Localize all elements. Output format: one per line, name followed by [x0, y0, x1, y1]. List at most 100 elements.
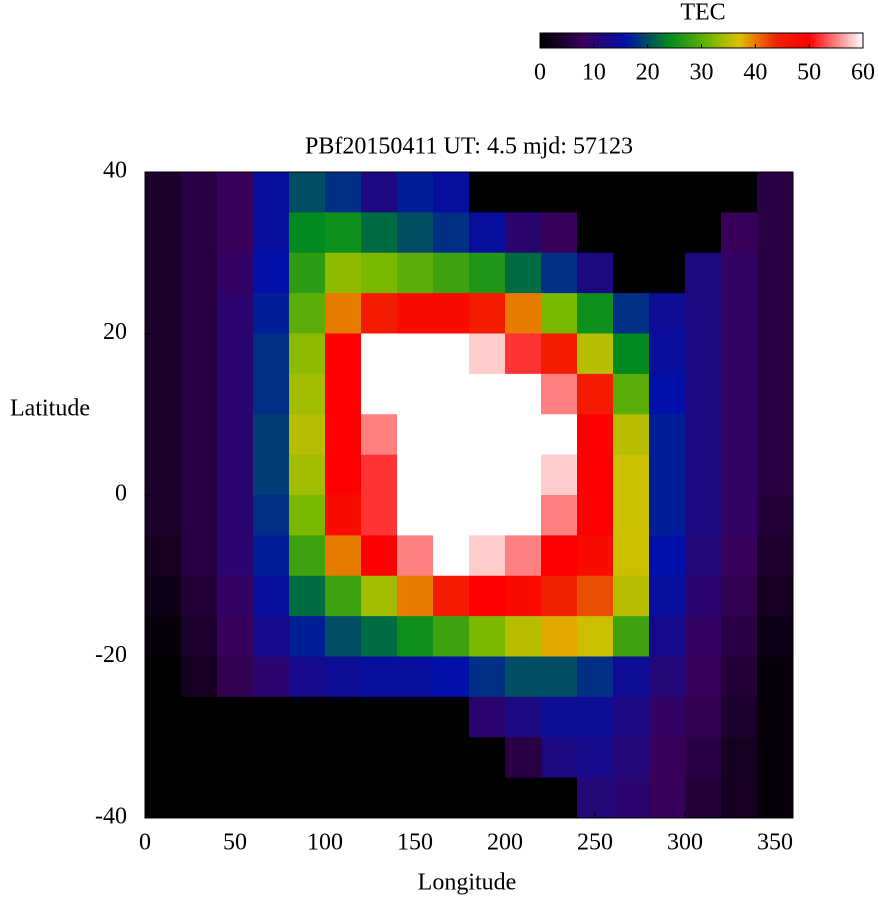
heat-cell: [721, 737, 758, 779]
heat-cell: [433, 293, 470, 334]
heat-cell: [433, 575, 470, 617]
heat-cell: [613, 293, 650, 334]
heat-cell: [217, 495, 254, 536]
heat-cell: [541, 293, 578, 334]
heat-cell: [649, 333, 686, 375]
heat-cell: [757, 373, 794, 415]
heat-cell: [253, 616, 290, 657]
heat-cell: [361, 696, 398, 738]
heat-cell: [469, 212, 506, 254]
heat-cell: [685, 172, 722, 213]
heat-cell: [685, 616, 722, 657]
heat-cell: [757, 616, 794, 657]
x-tick-label: 350: [757, 830, 793, 856]
heat-cell: [649, 696, 686, 738]
heat-cell: [505, 454, 542, 496]
heat-cell: [469, 373, 506, 415]
heat-cell: [217, 737, 254, 779]
heat-cell: [577, 535, 614, 577]
heat-cell: [505, 777, 542, 819]
heat-cell: [325, 535, 362, 577]
heat-cell: [289, 616, 326, 657]
heat-cell: [649, 212, 686, 254]
heat-cell: [721, 454, 758, 496]
y-tick-label: -40: [95, 804, 127, 830]
heat-cell: [397, 252, 434, 294]
heat-cell: [361, 373, 398, 415]
heat-cell: [361, 212, 398, 254]
heat-cell: [613, 575, 650, 617]
heat-cell: [145, 454, 182, 496]
heat-cell: [685, 575, 722, 617]
heat-cell: [469, 737, 506, 779]
heat-cell: [397, 777, 434, 819]
heat-cell: [289, 737, 326, 779]
y-axis-label: Latitude: [10, 396, 90, 422]
heat-cell: [361, 777, 398, 819]
heat-cell: [721, 656, 758, 698]
heat-cell: [505, 737, 542, 779]
heat-cell: [217, 535, 254, 577]
heat-cell: [145, 737, 182, 779]
heat-cell: [361, 656, 398, 698]
heat-cell: [325, 575, 362, 617]
heat-cell: [721, 293, 758, 334]
heat-cell: [181, 575, 218, 617]
heat-cell: [505, 495, 542, 536]
heat-cell: [289, 373, 326, 415]
colorbar-tick-label: 60: [851, 60, 875, 86]
heat-cell: [217, 293, 254, 334]
heat-cell: [433, 616, 470, 657]
heat-cell: [613, 777, 650, 819]
heat-cell: [433, 495, 470, 536]
heat-cell: [253, 495, 290, 536]
heat-cell: [541, 252, 578, 294]
heat-cell: [469, 252, 506, 294]
heat-cell: [685, 737, 722, 779]
heat-cell: [721, 414, 758, 456]
heat-cell: [145, 252, 182, 294]
heat-cell: [145, 333, 182, 375]
heat-cell: [217, 575, 254, 617]
heat-cell: [757, 656, 794, 698]
heat-cell: [217, 696, 254, 738]
heat-cell: [613, 535, 650, 577]
heat-cell: [253, 293, 290, 334]
heat-cell: [433, 535, 470, 577]
heat-cell: [397, 737, 434, 779]
heat-cell: [361, 293, 398, 334]
heat-cell: [577, 454, 614, 496]
heat-cell: [289, 535, 326, 577]
heat-cell: [325, 293, 362, 334]
heat-cell: [397, 414, 434, 456]
heat-cell: [253, 373, 290, 415]
heat-cell: [649, 777, 686, 819]
heat-cell: [505, 414, 542, 456]
heat-cell: [433, 696, 470, 738]
colorbar-tick-label: 30: [690, 60, 714, 86]
heat-cell: [397, 454, 434, 496]
heat-cell: [613, 656, 650, 698]
heat-cell: [289, 454, 326, 496]
heat-cell: [325, 333, 362, 375]
heat-cell: [721, 777, 758, 819]
heat-cell: [469, 495, 506, 536]
heat-cell: [361, 252, 398, 294]
heat-cell: [649, 373, 686, 415]
heat-cell: [649, 616, 686, 657]
heat-cell: [541, 454, 578, 496]
heat-cell: [145, 616, 182, 657]
heat-cell: [433, 212, 470, 254]
heat-cell: [649, 172, 686, 213]
heat-cell: [757, 696, 794, 738]
heat-cell: [253, 172, 290, 213]
heat-cell: [253, 212, 290, 254]
x-tick-label: 0: [139, 830, 151, 856]
heat-cell: [469, 414, 506, 456]
y-tick-label: -20: [95, 642, 127, 668]
heat-cell: [721, 696, 758, 738]
heat-cell: [433, 737, 470, 779]
heat-cell: [181, 252, 218, 294]
heat-cell: [145, 293, 182, 334]
heat-cell: [577, 373, 614, 415]
